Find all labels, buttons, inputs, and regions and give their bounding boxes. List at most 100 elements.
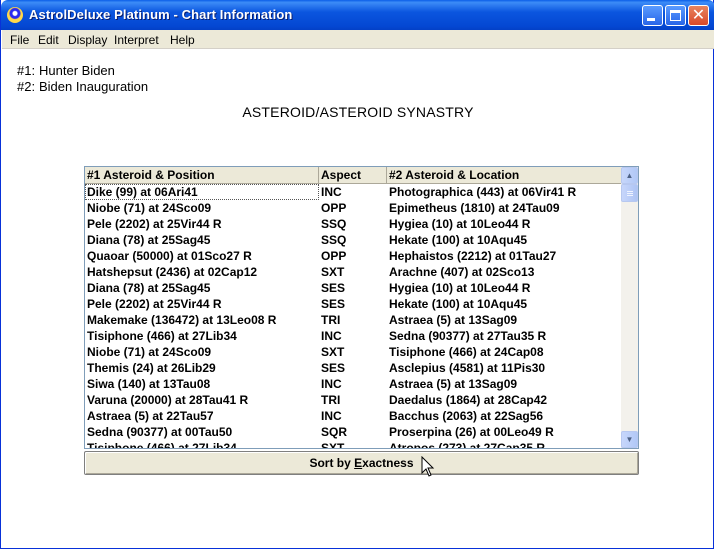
table-row[interactable]: Diana (78) at 25Sag45 SES Hygiea (10) at 1… xyxy=(85,280,621,296)
asteroid-2-cell: Hekate (100) at 10Aqu45 xyxy=(389,297,528,311)
table-row[interactable]: Niobe (71) at 24Sco09 OPP Epimetheus (1810… xyxy=(85,200,621,216)
chart-1-number: #1: xyxy=(17,63,36,78)
asteroid-2-cell: Hekate (100) at 10Aqu45 xyxy=(389,233,528,247)
asteroid-1-cell: Pele (2202) at 25Vir44 R xyxy=(87,297,222,311)
asteroid-1-cell: Dike (99) at 06Ari41 xyxy=(85,184,319,200)
asteroid-2-cell: Daedalus (1864) at 28Cap42 xyxy=(389,393,548,407)
asteroid-1-cell: Tisiphone (466) at 27Lib34 xyxy=(87,329,237,343)
list-header: #1 Asteroid & Position Aspect #2 Asteroi… xyxy=(85,167,621,184)
menu-interpret[interactable]: Interpret xyxy=(114,33,159,47)
asteroid-1-cell: Tisiphone (466) at 27Lib34 xyxy=(87,441,237,449)
asteroid-1-cell: Pele (2202) at 25Vir44 R xyxy=(87,217,222,231)
aspect-cell: SSQ xyxy=(321,233,347,247)
minimize-button[interactable] xyxy=(642,5,663,26)
chart-2-number: #2: xyxy=(17,79,36,94)
table-row[interactable]: Niobe (71) at 24Sco09 SXT Tisiphone (466) … xyxy=(85,344,621,360)
mouse-pointer-icon xyxy=(421,456,435,477)
menu-help[interactable]: Help xyxy=(170,33,195,47)
aspect-cell: SXT xyxy=(321,441,345,449)
sort-button-prefix: Sort by xyxy=(309,456,355,470)
aspect-cell: OPP xyxy=(321,249,347,263)
column-header-asteroid-2[interactable]: #2 Asteroid & Location xyxy=(389,168,520,182)
asteroid-1-cell: Diana (78) at 25Sag45 xyxy=(87,281,211,295)
vertical-scrollbar[interactable]: ▲ ▼ xyxy=(621,167,638,448)
table-row[interactable]: Makemake (136472) at 13Leo08 R TRI Astraea… xyxy=(85,312,621,328)
menu-display[interactable]: Display xyxy=(68,33,108,47)
close-button[interactable]: ✕ xyxy=(688,5,709,26)
aspect-cell: SSQ xyxy=(321,217,347,231)
asteroid-1-cell: Sedna (90377) at 00Tau50 xyxy=(87,425,233,439)
app-icon xyxy=(7,7,23,23)
asteroid-1-cell: Niobe (71) at 24Sco09 xyxy=(87,345,212,359)
table-row[interactable]: Quaoar (50000) at 01Sco27 R OPP Hephaistos… xyxy=(85,248,621,264)
aspect-cell: SXT xyxy=(321,265,345,279)
aspect-cell: INC xyxy=(321,185,342,199)
minimize-icon xyxy=(647,18,655,21)
sort-button-suffix: xactness xyxy=(362,456,414,470)
menu-edit[interactable]: Edit xyxy=(38,33,59,47)
table-row[interactable]: Diana (78) at 25Sag45 SSQ Hekate (100) at … xyxy=(85,232,621,248)
table-row[interactable]: Pele (2202) at 25Vir44 R SSQ Hygiea (10) a… xyxy=(85,216,621,232)
aspect-cell: OPP xyxy=(321,201,347,215)
asteroid-1-cell: Quaoar (50000) at 01Sco27 R xyxy=(87,249,252,263)
maximize-icon xyxy=(670,10,681,21)
sort-button-accelerator: E xyxy=(354,456,363,470)
aspect-cell: SES xyxy=(321,361,346,375)
asteroid-2-cell: Bacchus (2063) at 22Sag56 xyxy=(389,409,544,423)
chart-2-line: #2: Biden Inauguration xyxy=(17,79,148,94)
table-row[interactable]: Themis (24) at 26Lib29 SES Asclepius (4581… xyxy=(85,360,621,376)
asteroid-2-cell: Atropos (273) at 27Cap35 R xyxy=(389,441,546,449)
table-row[interactable]: Tisiphone (466) at 27Lib34 SXT Atropos (27… xyxy=(85,440,621,449)
list-body: Dike (99) at 06Ari41 INC Photographica (44… xyxy=(85,184,621,449)
asteroid-2-cell: Arachne (407) at 02Sco13 xyxy=(389,265,535,279)
asteroid-2-cell: Hephaistos (2212) at 01Tau27 xyxy=(389,249,557,263)
chart-2-name: Biden Inauguration xyxy=(39,79,149,94)
synastry-list[interactable]: #1 Asteroid & Position Aspect #2 Asteroi… xyxy=(84,166,639,449)
asteroid-2-cell: Photographica (443) at 06Vir41 R xyxy=(389,185,577,199)
table-row[interactable]: Hatshepsut (2436) at 02Cap12 SXT Arachne (… xyxy=(85,264,621,280)
menu-file[interactable]: File xyxy=(10,33,30,47)
table-row[interactable]: Varuna (20000) at 28Tau41 R TRI Daedalus (… xyxy=(85,392,621,408)
asteroid-1-cell: Themis (24) at 26Lib29 xyxy=(87,361,216,375)
aspect-cell: INC xyxy=(321,409,342,423)
aspect-cell: SQR xyxy=(321,425,348,439)
chart-1-name: Hunter Biden xyxy=(39,63,115,78)
asteroid-2-cell: Epimetheus (1810) at 24Tau09 xyxy=(389,201,560,215)
asteroid-2-cell: Hygiea (10) at 10Leo44 R xyxy=(389,281,531,295)
maximize-button[interactable] xyxy=(665,5,686,26)
asteroid-2-cell: Asclepius (4581) at 11Pis30 xyxy=(389,361,546,375)
scroll-down-button[interactable]: ▼ xyxy=(621,431,638,448)
asteroid-2-cell: Astraea (5) at 13Sag09 xyxy=(389,313,518,327)
asteroid-2-cell: Sedna (90377) at 27Tau35 R xyxy=(389,329,547,343)
window-title: AstrolDeluxe Platinum - Chart Informatio… xyxy=(29,7,293,22)
table-row[interactable]: Pele (2202) at 25Vir44 R SES Hekate (100) … xyxy=(85,296,621,312)
asteroid-2-cell: Astraea (5) at 13Sag09 xyxy=(389,377,518,391)
asteroid-2-cell: Hygiea (10) at 10Leo44 R xyxy=(389,217,531,231)
column-header-asteroid-1[interactable]: #1 Asteroid & Position xyxy=(85,167,319,184)
asteroid-1-cell: Niobe (71) at 24Sco09 xyxy=(87,201,212,215)
menu-bar: File Edit Display Interpret Help xyxy=(2,30,714,49)
title-bar[interactable]: AstrolDeluxe Platinum - Chart Informatio… xyxy=(1,0,714,30)
column-header-aspect[interactable]: Aspect xyxy=(319,167,387,184)
table-row[interactable]: Astraea (5) at 22Tau57 INC Bacchus (2063) … xyxy=(85,408,621,424)
aspect-cell: TRI xyxy=(321,393,341,407)
table-row[interactable]: Tisiphone (466) at 27Lib34 INC Sedna (9037… xyxy=(85,328,621,344)
asteroid-1-cell: Hatshepsut (2436) at 02Cap12 xyxy=(87,265,258,279)
chart-1-line: #1: Hunter Biden xyxy=(17,63,115,78)
aspect-cell: TRI xyxy=(321,313,341,327)
table-row[interactable]: Siwa (140) at 13Tau08 INC Astraea (5) at 1… xyxy=(85,376,621,392)
asteroid-1-cell: Makemake (136472) at 13Leo08 R xyxy=(87,313,277,327)
section-title: ASTEROID/ASTEROID SYNASTRY xyxy=(242,104,474,120)
aspect-cell: SXT xyxy=(321,345,345,359)
sort-by-exactness-button[interactable]: Sort by Exactness xyxy=(84,451,639,475)
scroll-up-button[interactable]: ▲ xyxy=(621,167,638,184)
asteroid-1-cell: Siwa (140) at 13Tau08 xyxy=(87,377,211,391)
asteroid-2-cell: Proserpina (26) at 00Leo49 R xyxy=(389,425,554,439)
asteroid-2-cell: Tisiphone (466) at 24Cap08 xyxy=(389,345,544,359)
table-row[interactable]: Dike (99) at 06Ari41 INC Photographica (44… xyxy=(85,184,621,200)
table-row[interactable]: Sedna (90377) at 00Tau50 SQR Proserpina (2… xyxy=(85,424,621,440)
aspect-cell: INC xyxy=(321,377,342,391)
aspect-cell: SES xyxy=(321,281,346,295)
scroll-thumb[interactable] xyxy=(621,184,638,202)
